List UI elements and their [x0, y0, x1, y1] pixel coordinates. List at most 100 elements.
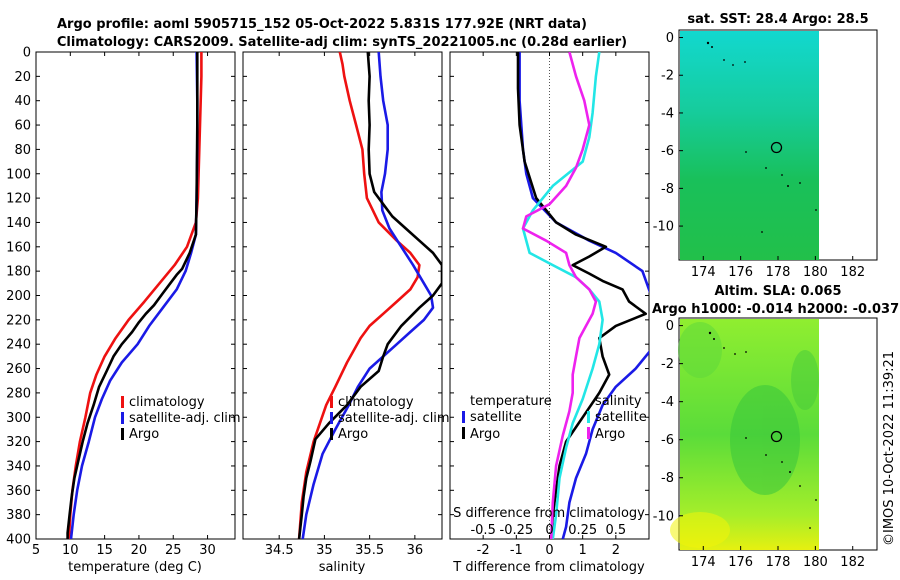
- y-tick-label: 360: [6, 484, 31, 499]
- legend-swatch-t-argo: [462, 427, 465, 439]
- legend-title-salinity: salinity: [595, 394, 642, 409]
- series-line-climatology: [67, 52, 203, 539]
- legend-swatch-argo: [330, 428, 333, 440]
- imos-timestamp: ©IMOS 10-Oct-2022 11:39:21: [882, 351, 897, 546]
- map-x-tick-label: 176: [728, 555, 753, 570]
- salinity-legend: climatology satellite-adj. clim Argo: [330, 395, 450, 442]
- map-x-tick-label: 182: [840, 555, 865, 570]
- legend-label-satellite: satellite-adj. clim: [129, 411, 241, 426]
- y-tick-label: 20: [14, 70, 31, 85]
- x-tick-label: -2: [477, 543, 490, 558]
- series-line-t-satellite: [518, 52, 649, 539]
- map-x-tick-label: 176: [728, 265, 753, 280]
- salinity-panel: 34.5 35 35.5 36 salinity climatology satell…: [242, 51, 450, 575]
- x-tick-label: 35: [316, 543, 333, 558]
- x-tick-label: -1: [510, 543, 523, 558]
- y-tick-label: 280: [6, 386, 31, 401]
- legend-swatch-climatology: [330, 396, 333, 408]
- salinity-series: [297, 52, 442, 539]
- salinity-x-axis: 34.5 35 35.5 36: [243, 51, 442, 558]
- x-tick-label: 2: [612, 543, 620, 558]
- legend-label-t-satellite: satellite: [470, 410, 522, 425]
- y-tick-label: 200: [6, 289, 31, 304]
- depth-axis: 0 20 40 60 80 100 120 140 160 180 200 220 240 260 280 3…: [6, 46, 235, 548]
- map-y-tick-label: -4: [661, 395, 674, 410]
- difference-xlabel: T difference from climatology: [452, 560, 645, 575]
- map-y-tick-label: -2: [661, 357, 674, 372]
- x-tick-label: 35.5: [355, 543, 384, 558]
- temperature-plot-frame: [35, 51, 236, 540]
- x-tick-label: 20: [131, 543, 148, 558]
- y-tick-label: 80: [14, 143, 31, 158]
- series-line-satellite-adj-clim: [301, 52, 435, 539]
- legend-label-s-argo: Argo: [595, 427, 625, 442]
- legend-swatch-t-satellite: [462, 411, 465, 423]
- sla-map-title-line1: Altim. SLA: 0.065: [715, 284, 842, 299]
- figure-title-line2: Climatology: CARS2009. Satellite-adj cli…: [57, 35, 627, 50]
- map-y-tick-label: -10: [653, 220, 674, 235]
- x-tick-label: 10: [62, 543, 79, 558]
- y-tick-label: 320: [6, 435, 31, 450]
- x-tick-label: 15: [96, 543, 113, 558]
- salinity-xlabel: salinity: [319, 560, 366, 575]
- legend-label-s-satellite: satellite: [595, 410, 647, 425]
- sst-map-title: sat. SST: 28.4 Argo: 28.5: [687, 12, 868, 27]
- legend-label-climatology: climatology: [338, 395, 414, 410]
- map-y-tick-label: -2: [661, 69, 674, 84]
- map-x-tick-label: 182: [840, 265, 865, 280]
- sla-map-axes: 174 176 178 180 182 0 -2 -4 -6 -8 -10: [653, 319, 865, 570]
- legend-swatch-argo: [121, 428, 124, 440]
- map-x-tick-label: 178: [766, 555, 791, 570]
- map-y-tick-label: 0: [666, 31, 674, 46]
- y-tick-label: 240: [6, 338, 31, 353]
- x-tick-label: 30: [199, 543, 216, 558]
- difference-panel: -2 -1 0 1 2 T difference from climatology S …: [449, 51, 650, 575]
- difference-x-axis: -2 -1 0 1 2: [450, 51, 649, 558]
- sla-anomaly-patches: [670, 322, 819, 548]
- y-tick-label: 400: [6, 533, 31, 548]
- map-y-tick-label: -6: [661, 433, 674, 448]
- argo-position-marker: [770, 430, 783, 443]
- x-tick-label: 0: [545, 543, 553, 558]
- x-tick-label: 1: [579, 543, 587, 558]
- y-tick-label: 160: [6, 240, 31, 255]
- difference-legend: temperature salinity satellite Argo sate…: [462, 394, 647, 442]
- y-tick-label: 300: [6, 411, 31, 426]
- legend-swatch-satellite: [330, 412, 333, 424]
- x-tick-label: 36: [407, 543, 424, 558]
- y-tick-label: 340: [6, 459, 31, 474]
- map-x-tick-label: 180: [803, 555, 828, 570]
- temperature-x-axis: 5 10 15 20 25 30: [32, 52, 216, 558]
- legend-swatch-climatology: [121, 396, 124, 408]
- temperature-xlabel: temperature (deg C): [68, 560, 202, 575]
- map-y-tick-label: -8: [661, 182, 674, 197]
- sla-map: Altim. SLA: 0.065 Argo h1000: -0.014 h20…: [652, 284, 899, 570]
- legend-label-argo: Argo: [129, 427, 159, 442]
- map-y-tick-label: -8: [661, 471, 674, 486]
- salinity-plot-frame: [242, 51, 443, 540]
- figure-title-line1: Argo profile: aoml 5905715_152 05-Oct-20…: [57, 17, 587, 32]
- s-diff-tick-label: -0.25: [500, 523, 534, 538]
- x-tick-label: 34.5: [265, 543, 294, 558]
- y-tick-label: 220: [6, 313, 31, 328]
- legend-label-t-argo: Argo: [470, 427, 500, 442]
- x-tick-label: 25: [165, 543, 182, 558]
- island-dots: [706, 41, 817, 233]
- y-tick-label: 380: [6, 508, 31, 523]
- map-y-tick-label: -10: [653, 509, 674, 524]
- salinity-difference-tick-labels: -0.5 -0.25 0 0.25 0.5: [470, 523, 626, 538]
- y-tick-label: 100: [6, 167, 31, 182]
- legend-label-argo: Argo: [338, 427, 368, 442]
- map-y-tick-label: -6: [661, 144, 674, 159]
- y-tick-label: 180: [6, 265, 31, 280]
- legend-label-climatology: climatology: [129, 395, 205, 410]
- legend-title-temperature: temperature: [470, 394, 552, 409]
- island-dots: [708, 331, 817, 529]
- legend-swatch-s-satellite: [587, 411, 590, 423]
- difference-series: [516, 52, 649, 539]
- map-x-tick-label: 178: [766, 265, 791, 280]
- temperature-legend: climatology satellite-adj. clim Argo: [121, 395, 241, 442]
- y-tick-label: 260: [6, 362, 31, 377]
- map-y-tick-label: -4: [661, 106, 674, 121]
